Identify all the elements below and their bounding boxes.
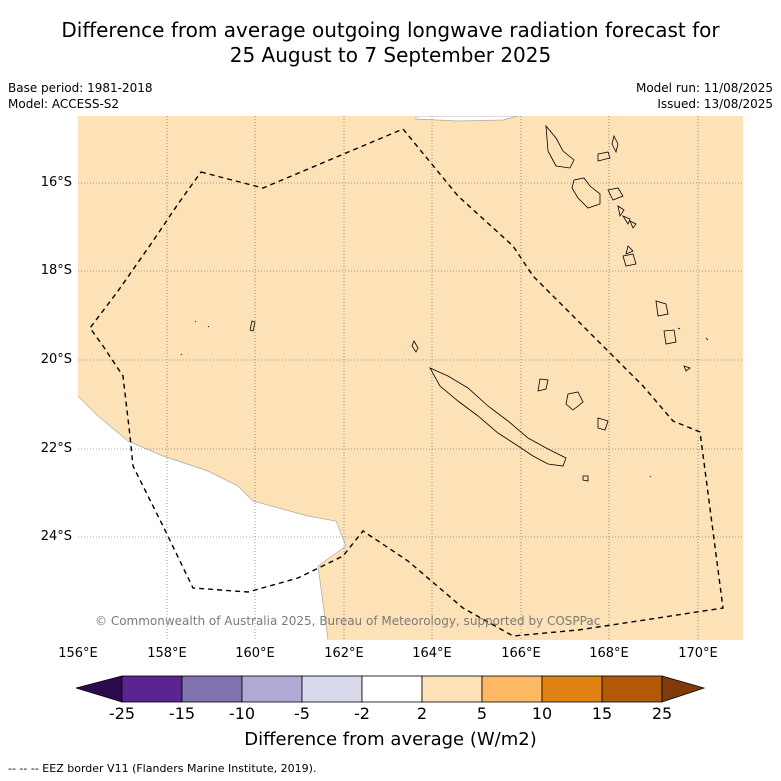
loyalty-islands (537, 378, 609, 431)
colorbar-tick: -15 (168, 704, 196, 723)
eez-border (89, 128, 724, 637)
x-tick-170e: 170°E (678, 646, 718, 661)
meta-left: Base period: 1981-2018 Model: ACCESS-S2 (8, 80, 153, 112)
colorbar-tick: -5 (294, 704, 310, 723)
colorbar-low-extension (76, 675, 123, 703)
y-tick-22s: 22°S (40, 441, 72, 456)
x-tick-162e: 162°E (324, 646, 364, 661)
model-name: Model: ACCESS-S2 (8, 97, 120, 111)
x-tick-156e: 156°E (58, 646, 98, 661)
colorbar-tick: 5 (476, 704, 488, 723)
domain-top-notch (415, 116, 519, 122)
grid-lines (78, 116, 743, 640)
y-tick-16s: 16°S (40, 175, 72, 190)
colorbar-tick: 2 (416, 704, 428, 723)
colorbar-tick: 25 (651, 704, 673, 723)
belep-islands (411, 340, 419, 353)
y-tick-18s: 18°S (40, 263, 72, 278)
y-tick-24s: 24°S (40, 529, 72, 544)
chart-title: Difference from average outgoing longwav… (0, 18, 781, 68)
colorbar-swatch-7 (481, 675, 543, 703)
anomaly-fill (78, 116, 743, 640)
colorbar-swatch-8 (541, 675, 603, 703)
map-panel (78, 116, 743, 640)
copyright-notice: © Commonwealth of Australia 2025, Bureau… (95, 614, 601, 628)
title-line-2: 25 August to 7 September 2025 (229, 43, 552, 67)
colorbar-swatch-2 (181, 675, 243, 703)
colorbar-tick: 10 (531, 704, 553, 723)
y-tick-20s: 20°S (40, 352, 72, 367)
colorbar-tick: -2 (354, 704, 370, 723)
colorbar (76, 675, 706, 703)
x-tick-160e: 160°E (235, 646, 275, 661)
colorbar-swatch-6 (421, 675, 483, 703)
base-period: Base period: 1981-2018 (8, 81, 153, 95)
colorbar-swatch-4 (301, 675, 363, 703)
meta-right: Model run: 11/08/2025 Issued: 13/08/2025 (636, 80, 773, 112)
colorbar-swatch-1 (121, 675, 183, 703)
domain-edge (78, 395, 347, 640)
new-caledonia-island (429, 367, 567, 467)
colorbar-swatch-9 (601, 675, 663, 703)
colorbar-tick: -25 (108, 704, 136, 723)
small-reefs (180, 320, 709, 482)
colorbar-tick: 15 (591, 704, 613, 723)
x-tick-166e: 166°E (501, 646, 541, 661)
colorbar-swatch-5 (361, 675, 423, 703)
issued-date: Issued: 13/08/2025 (657, 97, 773, 111)
vanuatu-islands (545, 124, 691, 372)
colorbar-label: Difference from average (W/m2) (244, 729, 537, 750)
x-tick-164e: 164°E (412, 646, 452, 661)
colorbar-high-extension (661, 675, 706, 703)
colorbar-swatch-3 (241, 675, 303, 703)
model-run: Model run: 11/08/2025 (635, 81, 773, 95)
x-tick-158e: 158°E (147, 646, 187, 661)
title-line-1: Difference from average outgoing longwav… (61, 18, 720, 42)
colorbar-tick: -10 (228, 704, 256, 723)
x-tick-168e: 168°E (589, 646, 629, 661)
eez-footnote: -- -- -- EEZ border V11 (Flanders Marine… (8, 762, 317, 775)
